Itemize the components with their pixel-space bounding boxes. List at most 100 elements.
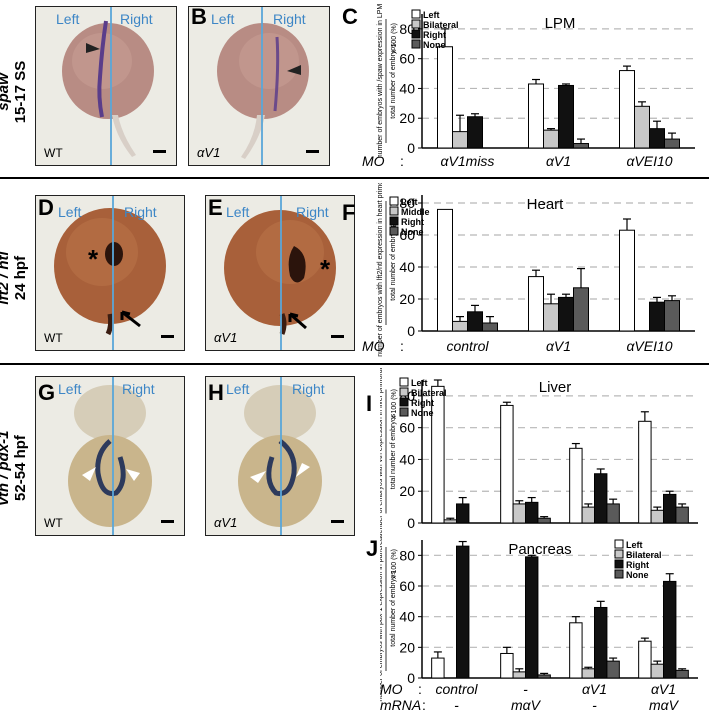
legend-label: Left — [423, 10, 440, 20]
scale-bar — [331, 335, 344, 338]
y-label-suffix-group: x 100 (%) — [391, 549, 398, 579]
legend-swatch — [411, 29, 421, 39]
y-axis-label: number of embryos with vtn expression in… — [380, 368, 397, 530]
caption: αV1 — [214, 515, 238, 530]
y-label-suffix-group: x 100 (%) — [391, 23, 398, 53]
y-tick-label: 60 — [399, 227, 415, 243]
y-label-suffix: x 100 (%) — [391, 23, 398, 53]
category-label: - — [454, 697, 459, 713]
y-tick-label: 20 — [399, 483, 415, 499]
bar — [443, 519, 458, 524]
chart-letter-f: F — [342, 200, 356, 225]
y-label-numerator: number of embryos with lft2/ntl expressi… — [377, 183, 384, 357]
category-label: αV1miss — [441, 153, 495, 169]
bar — [558, 296, 574, 332]
bar — [512, 671, 527, 679]
left-label: Left — [226, 381, 250, 397]
left-label: Left — [58, 381, 82, 397]
chart-letter-i: I — [366, 391, 373, 416]
legend-label: None — [411, 408, 434, 418]
caption: WT — [44, 331, 63, 345]
midline — [280, 196, 282, 350]
y-label-suffix: x 100 (%) — [391, 549, 398, 579]
bar — [431, 657, 445, 679]
bar — [573, 287, 589, 332]
midline — [261, 7, 263, 165]
bar — [543, 129, 559, 149]
right-label: Right — [296, 204, 329, 220]
bar — [456, 503, 470, 524]
legend-swatch — [389, 226, 399, 236]
heart-star: * — [88, 244, 99, 274]
row-label-1: spaw 15-17 SS — [0, 37, 35, 147]
scale-bar — [153, 150, 166, 153]
row-header-label: mRNA — [380, 697, 421, 713]
y-tick-label: 20 — [399, 110, 415, 126]
image-panel-h: Left Right αV1 — [205, 376, 355, 536]
y-label-numerator: number of embryos with vtn expression in… — [380, 368, 384, 530]
category-label: αV1 — [546, 153, 571, 169]
legend-label: None — [401, 227, 424, 237]
left-label: Left — [58, 204, 82, 220]
chart-letter-j: J — [366, 536, 379, 561]
category-label: control — [435, 681, 478, 697]
legend-swatch — [389, 196, 399, 206]
bar — [467, 311, 483, 332]
y-label-denominator: total number of embryos — [390, 225, 397, 301]
legend-swatch — [399, 377, 409, 387]
bar — [606, 660, 620, 679]
bar — [437, 208, 453, 332]
embryo-image-g — [68, 385, 152, 527]
bar — [569, 622, 583, 679]
row-label-2: lft2 / ntl 24 hpf — [0, 223, 35, 333]
bar — [452, 320, 468, 332]
row-stage: 24 hpf — [12, 255, 29, 301]
legend-label: Right — [411, 398, 434, 408]
y-tick-label: 0 — [407, 515, 415, 530]
bar — [594, 473, 608, 524]
bar — [638, 420, 652, 524]
bar — [619, 70, 635, 149]
scale-bar — [161, 520, 174, 523]
chart-title: Heart — [527, 196, 565, 213]
legend-swatch — [389, 216, 399, 226]
row-header-label: MO — [380, 681, 403, 697]
y-label-numerator: number of embryos with pdx-1 expression … — [380, 530, 384, 702]
bar — [664, 300, 680, 332]
bar — [525, 556, 539, 679]
embryo-image-b — [217, 23, 309, 159]
panel-letter-h: H — [208, 380, 224, 405]
legend-swatch — [614, 559, 624, 569]
bar — [675, 506, 689, 524]
chart-letter-c: C — [342, 4, 358, 29]
left-label: Left — [226, 204, 250, 220]
bar — [528, 276, 544, 332]
bar — [537, 517, 551, 524]
legend-swatch — [399, 387, 409, 397]
legend-label: Bilateral — [411, 388, 447, 398]
legend-label: Left — [401, 197, 418, 207]
row-header-label: MO — [362, 338, 385, 354]
category-label: control — [446, 338, 489, 354]
y-label-denominator: total number of embryos — [390, 43, 397, 119]
legend-swatch — [411, 39, 421, 49]
row-header-colon: : — [418, 681, 422, 697]
bar — [537, 674, 551, 679]
bar — [525, 501, 539, 524]
y-tick-label: 0 — [407, 670, 415, 686]
midline — [112, 377, 114, 535]
bar — [663, 493, 677, 524]
bar — [467, 116, 483, 149]
image-panel-e: Left Right * αV1 — [205, 195, 355, 351]
caption: WT — [44, 516, 63, 530]
bar — [650, 663, 664, 679]
bar — [634, 105, 650, 149]
legend-label: Bilateral — [626, 550, 662, 560]
chart-title: LPM — [545, 15, 576, 32]
legend-label: None — [626, 570, 649, 580]
bar — [650, 509, 664, 524]
legend-label: Middle — [401, 207, 430, 217]
legend-swatch — [614, 539, 624, 549]
scale-bar — [161, 335, 174, 338]
